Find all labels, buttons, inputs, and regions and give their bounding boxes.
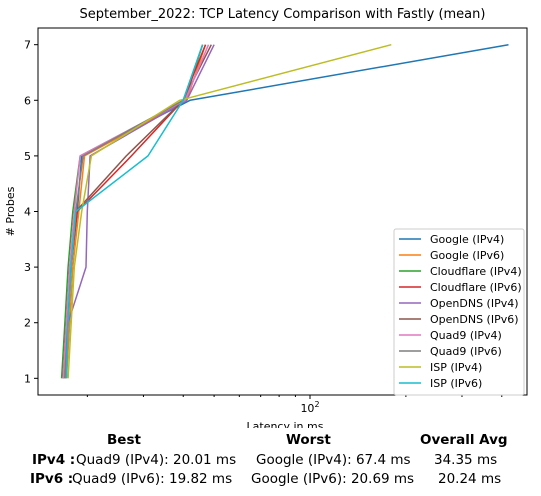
legend-label-9: ISP (IPv6) [430, 377, 482, 390]
ipv4-worst: Google (IPv4): 67.4 ms [256, 452, 411, 468]
ipv4-avg: 34.35 ms [434, 452, 498, 468]
ipv6-avg: 20.24 ms [438, 471, 502, 487]
x-axis-label: Latency in ms [247, 420, 324, 428]
y-tick-label-2: 2 [24, 317, 31, 330]
ipv4-best: Quad9 (IPv4): 20.01 ms [76, 452, 237, 468]
legend-label-2: Cloudflare (IPv4) [430, 265, 522, 278]
series-line-2 [60, 44, 204, 379]
series-line-3 [62, 44, 207, 379]
series-line-6 [62, 44, 210, 379]
y-tick-label-1: 1 [24, 372, 31, 385]
latency-chart: September_2022: TCP Latency Comparison w… [4, 7, 528, 428]
series-line-7 [64, 44, 204, 379]
series-layer [60, 43, 509, 379]
legend-label-4: OpenDNS (IPv4) [430, 297, 519, 310]
ipv6-row-label: IPv6 : [30, 471, 74, 487]
legend-label-0: Google (IPv4) [430, 233, 504, 246]
avg-header: Overall Avg [420, 432, 508, 448]
legend-label-5: OpenDNS (IPv6) [430, 313, 519, 326]
y-tick-label-3: 3 [24, 261, 31, 274]
worst-header: Worst [286, 432, 331, 448]
legend-label-3: Cloudflare (IPv6) [430, 281, 522, 294]
x-tick-label-100: 102 [300, 400, 319, 415]
y-axis-label: # Probes [4, 186, 17, 236]
series-line-8 [67, 43, 392, 379]
legend: Google (IPv4) Google (IPv6) Cloudflare (IP… [393, 228, 525, 396]
y-axis: 1 2 3 4 5 6 7 [24, 39, 38, 385]
legend-label-8: ISP (IPv4) [430, 361, 482, 374]
ipv4-row-label: IPv4 : [32, 452, 76, 468]
y-tick-label-7: 7 [24, 39, 31, 52]
x-axis: 102 [86, 395, 503, 415]
y-tick-label-5: 5 [24, 150, 31, 163]
legend-box [393, 228, 525, 396]
ipv6-worst: Google (IPv6): 20.69 ms [251, 471, 415, 487]
legend-label-6: Quad9 (IPv4) [430, 329, 502, 342]
legend-label-1: Google (IPv6) [430, 249, 504, 262]
legend-label-7: Quad9 (IPv6) [430, 345, 502, 358]
summary-stats: Best Worst Overall Avg IPv4 : Quad9 (IPv… [0, 428, 541, 496]
y-tick-label-4: 4 [24, 206, 31, 219]
ipv6-best: Quad9 (IPv6): 19.82 ms [72, 471, 233, 487]
series-line-4 [64, 44, 215, 379]
best-header: Best [107, 432, 141, 448]
series-line-9 [65, 44, 204, 379]
y-tick-label-6: 6 [24, 94, 31, 107]
chart-title: September_2022: TCP Latency Comparison w… [80, 7, 486, 22]
